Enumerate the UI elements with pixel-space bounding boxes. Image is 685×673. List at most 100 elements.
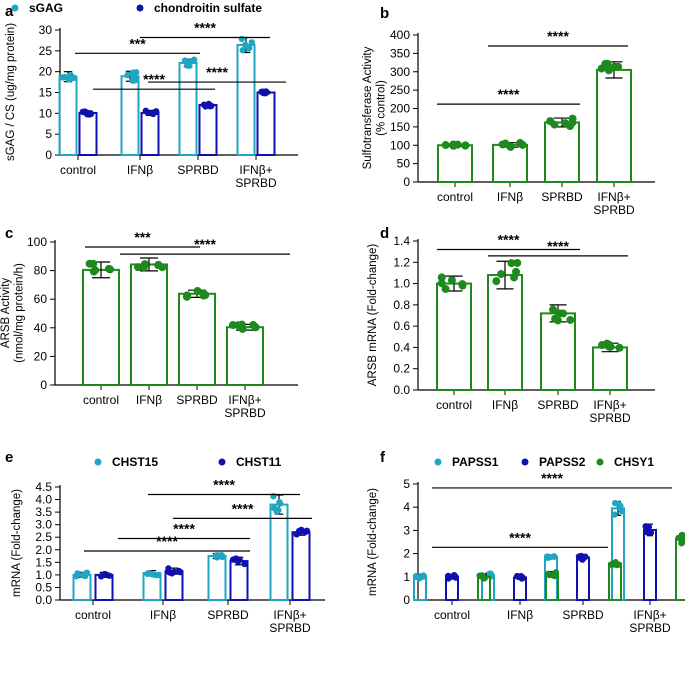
y-tick-label: 0.5 <box>35 580 52 594</box>
data-point <box>202 102 210 109</box>
data-point <box>506 142 515 151</box>
x-tick-label: IFNβ <box>507 608 533 622</box>
y-tick-label: 15 <box>39 86 53 100</box>
data-point <box>170 568 178 576</box>
data-point <box>437 279 446 288</box>
data-point <box>601 59 610 68</box>
data-point <box>258 88 265 96</box>
data-point <box>579 556 586 563</box>
significance-label: **** <box>547 28 569 44</box>
y-tick-label: 25 <box>39 44 53 58</box>
significance-label: **** <box>541 470 563 486</box>
y-axis-label-line: (% control) <box>376 80 388 136</box>
data-point <box>498 140 507 149</box>
y-axis-label: mRNA (Fold-change) <box>11 489 23 597</box>
chart-panel-e: e 0.00.51.01.52.02.53.03.54.04.5 mRNA (Fol… <box>5 449 325 635</box>
legend-marker <box>218 458 226 466</box>
data-point <box>617 505 625 513</box>
x-tick-label: control <box>434 608 470 622</box>
data-point <box>106 265 115 274</box>
y-tick-label: 5 <box>45 127 52 141</box>
x-tick-label: SPRBD <box>541 190 583 204</box>
legend-marker <box>11 4 19 12</box>
y-tick-label: 4.5 <box>35 480 52 494</box>
significance-label: **** <box>156 533 178 549</box>
data-point <box>239 47 246 54</box>
data-point <box>644 529 651 536</box>
data-point <box>441 284 450 293</box>
bar <box>592 346 628 391</box>
y-tick-label: 0 <box>403 175 410 189</box>
data-point <box>543 553 551 560</box>
data-point <box>510 273 519 282</box>
significance-label: **** <box>232 500 254 516</box>
bar <box>544 121 580 183</box>
data-point <box>129 69 137 76</box>
legend-marker <box>434 458 442 466</box>
significance-label: **** <box>194 236 216 252</box>
data-point <box>129 77 136 84</box>
bar <box>236 44 256 156</box>
y-tick-label: 2 <box>403 547 410 561</box>
x-tick-label: IFNβ <box>497 190 523 204</box>
data-point <box>604 340 613 349</box>
x-tick-label: SPRBD <box>269 621 311 635</box>
data-point <box>566 122 575 131</box>
data-point <box>492 277 501 286</box>
panel-letter-b: b <box>380 5 389 22</box>
data-point <box>71 74 78 82</box>
data-point <box>452 574 460 581</box>
significance-label: **** <box>498 86 520 102</box>
data-point <box>144 109 152 116</box>
data-point <box>238 35 246 43</box>
y-tick-label: 3.5 <box>35 505 52 519</box>
data-point <box>181 57 189 64</box>
y-tick-label: 350 <box>390 46 410 60</box>
y-tick-label: 1.0 <box>393 277 410 291</box>
x-tick-label: IFNβ+ <box>597 190 630 204</box>
panel-letter-e: e <box>5 449 13 466</box>
data-point <box>550 120 559 129</box>
data-point <box>413 573 420 581</box>
x-tick-label: IFNβ+ <box>273 608 306 622</box>
data-point <box>73 572 80 580</box>
legend-marker <box>94 458 102 466</box>
data-point <box>420 573 428 580</box>
bar <box>608 562 622 601</box>
data-point <box>678 539 685 547</box>
x-tick-label: IFNβ <box>127 163 153 177</box>
data-point <box>101 571 109 578</box>
data-point <box>248 39 255 46</box>
data-point <box>303 527 311 535</box>
panel-letter-f: f <box>380 449 386 466</box>
y-axis-label-line: ARSB Activity <box>0 278 12 349</box>
legend-label: sGAG <box>29 1 63 15</box>
data-point <box>165 565 172 572</box>
y-tick-label: 0 <box>403 593 410 607</box>
y-tick-label: 40 <box>34 321 48 335</box>
data-point <box>298 526 305 534</box>
y-tick-label: 0.4 <box>393 340 410 354</box>
x-tick-label: IFNβ+ <box>239 163 272 177</box>
significance-label: **** <box>143 71 165 87</box>
data-point <box>680 535 685 542</box>
bar <box>436 282 472 392</box>
bar <box>78 111 98 156</box>
data-point <box>85 259 94 268</box>
x-tick-label: control <box>83 393 119 407</box>
data-point <box>611 511 618 518</box>
y-tick-label: 0.0 <box>35 593 52 607</box>
x-tick-label: SPRBD <box>629 621 671 635</box>
legend-marker <box>596 458 604 466</box>
significance-label: **** <box>498 232 520 248</box>
legend-label: CHSY1 <box>614 455 654 469</box>
data-point <box>487 570 494 577</box>
data-point <box>604 66 613 75</box>
data-point <box>513 258 522 267</box>
x-tick-label: control <box>60 163 96 177</box>
x-tick-label: control <box>75 608 111 622</box>
y-tick-label: 1.0 <box>35 568 52 582</box>
panel-letter-c: c <box>5 225 13 242</box>
bar <box>487 274 523 391</box>
